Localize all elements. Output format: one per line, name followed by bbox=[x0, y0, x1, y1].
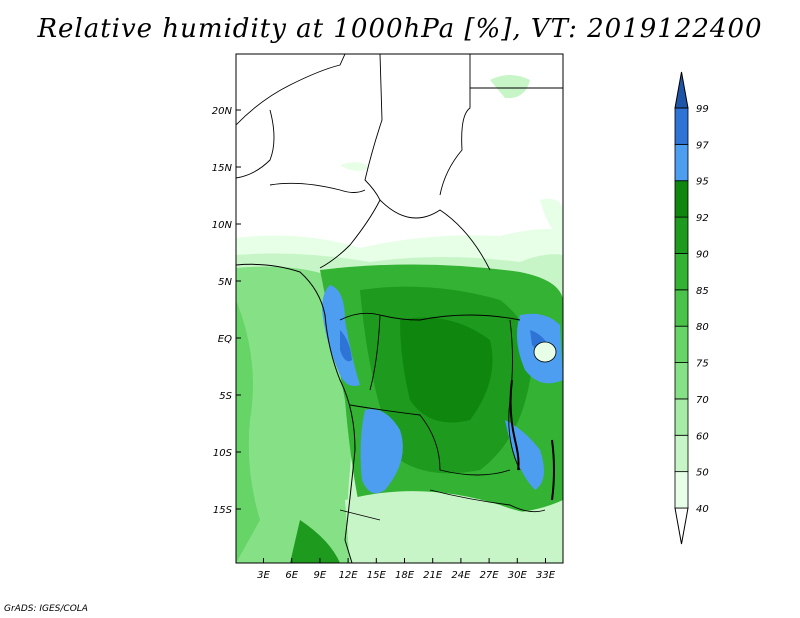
colorbar-segment bbox=[674, 143, 689, 182]
colorbar-label: 50 bbox=[696, 468, 709, 479]
colorbar-segment bbox=[674, 398, 689, 436]
lon-tick-label: 12E bbox=[339, 570, 359, 581]
colorbar-label: 85 bbox=[696, 286, 709, 297]
colorbar-label: 95 bbox=[696, 177, 709, 188]
colorbar-segment bbox=[674, 289, 689, 327]
colorbar-label: 70 bbox=[696, 395, 709, 406]
colorbar-label: 80 bbox=[696, 322, 709, 333]
lon-tick-label: 30E bbox=[508, 570, 528, 581]
colorbar-lower-triangle bbox=[674, 507, 689, 545]
colorbar-label: 99 bbox=[696, 104, 709, 115]
lon-tick-label: 9E bbox=[314, 570, 327, 581]
page-title: Relative humidity at 1000hPa [%], VT: 20… bbox=[37, 14, 763, 44]
lat-tick-label: 10S bbox=[213, 448, 233, 459]
colorbar-segment bbox=[674, 325, 689, 363]
lon-tick-label: 21E bbox=[423, 570, 443, 581]
colorbar-segment bbox=[674, 253, 689, 291]
colorbar-segment bbox=[674, 216, 689, 254]
lat-tick-label: 5N bbox=[218, 277, 232, 288]
humidity-field bbox=[236, 54, 563, 563]
colorbar-label: 60 bbox=[696, 431, 709, 442]
colorbar: 40 50 60 70 75 80 85 90 92 95 97 99 bbox=[674, 71, 709, 545]
colorbar-label: 92 bbox=[696, 213, 709, 224]
lat-tick-label: 15N bbox=[212, 163, 233, 174]
colorbar-segment bbox=[674, 362, 689, 400]
lon-tick-label: 24E bbox=[451, 570, 471, 581]
colorbar-segment bbox=[674, 434, 689, 473]
lat-tick-label: 15S bbox=[213, 505, 233, 516]
colorbar-segment bbox=[674, 471, 689, 509]
colorbar-label: 75 bbox=[696, 359, 709, 370]
colorbar-label: 40 bbox=[696, 504, 709, 515]
lon-tick-label: 33E bbox=[536, 570, 556, 581]
latitude-axis: 20N 15N 10N 5N EQ 5S 10S 15S bbox=[212, 106, 241, 516]
colorbar-label: 90 bbox=[696, 249, 709, 260]
lat-tick-label: 20N bbox=[212, 106, 233, 117]
lon-tick-label: 3E bbox=[257, 570, 270, 581]
longitude-axis: 3E 6E 9E 12E 15E 18E 21E 24E 27E 30E 33E bbox=[257, 558, 556, 581]
colorbar-segment bbox=[674, 180, 689, 218]
colorbar-segment bbox=[674, 107, 689, 145]
credit-label: GrADS: IGES/COLA bbox=[4, 604, 88, 614]
lat-tick-label: 10N bbox=[212, 220, 233, 231]
lon-tick-label: 6E bbox=[285, 570, 298, 581]
lat-tick-label: 5S bbox=[219, 391, 232, 402]
lon-tick-label: 27E bbox=[480, 570, 500, 581]
lat-tick-label: EQ bbox=[218, 334, 232, 345]
lon-tick-label: 15E bbox=[367, 570, 387, 581]
lon-tick-label: 18E bbox=[395, 570, 415, 581]
colorbar-upper-triangle bbox=[674, 71, 689, 109]
colorbar-label: 97 bbox=[696, 140, 709, 151]
